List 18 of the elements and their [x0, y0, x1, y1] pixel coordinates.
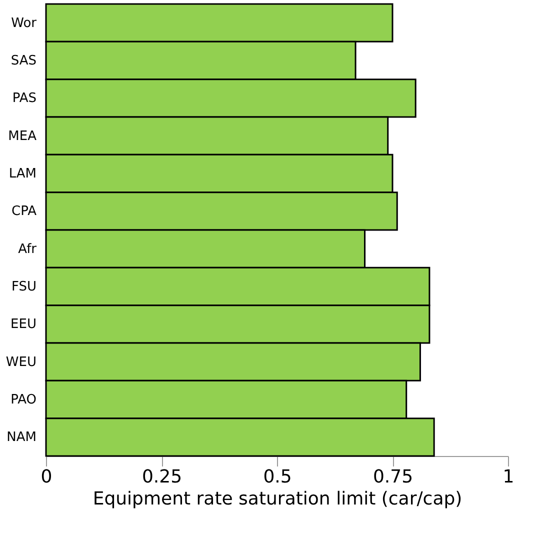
y-tick-label: CPA [12, 204, 37, 220]
y-tick-label: Wor [11, 16, 38, 31]
y-tick-label: SAS [10, 54, 36, 68]
y-tick-label: EEU [10, 317, 36, 332]
y-tick-label: MEA [8, 128, 37, 144]
y-tick-label: Afr [18, 242, 38, 257]
y-tick-label: FSU [11, 280, 36, 294]
y-tick-label: WEU [6, 354, 36, 370]
y-tick-label: PAS [12, 91, 36, 106]
x-axis-title: Equipment rate saturation limit (car/cap) [92, 488, 462, 510]
x-tick-label: 1 [502, 466, 514, 488]
y-tick-label: LAM [8, 166, 36, 182]
x-tick-label: 0.75 [372, 466, 414, 488]
y-tick-label: PAO [10, 392, 36, 408]
x-tick-label: 0 [40, 466, 52, 488]
x-tick-label: 0.25 [142, 466, 182, 488]
y-tick-label: NAM [6, 430, 36, 446]
x-tick-label: 0.5 [263, 466, 292, 488]
